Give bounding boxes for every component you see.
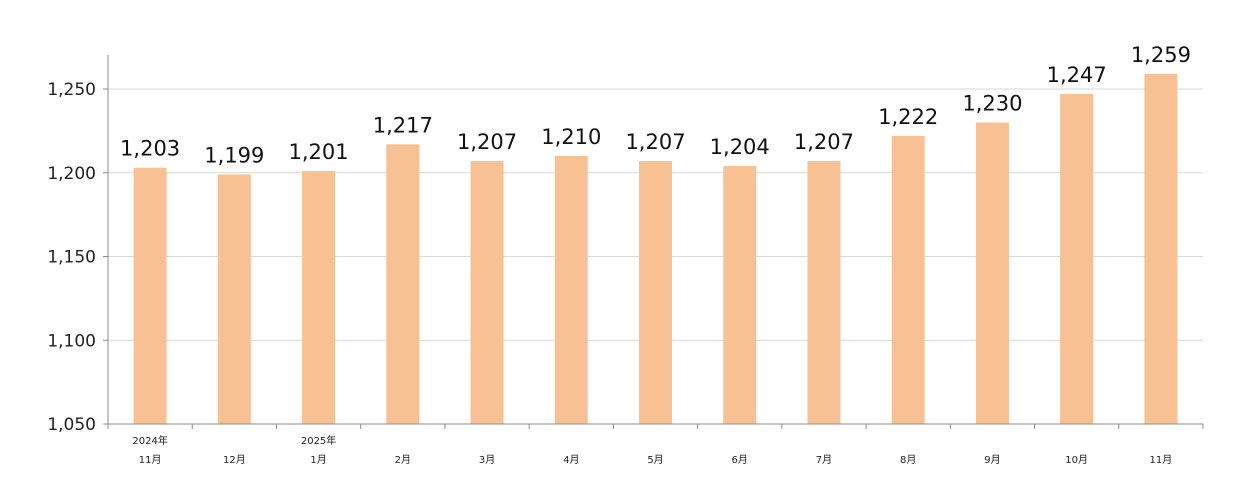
x-tick-label: 2025年: [301, 434, 336, 447]
bar: [891, 135, 925, 424]
y-tick-label: 1,050: [47, 415, 96, 435]
x-tick-label: 7月: [816, 454, 832, 466]
bar: [639, 161, 672, 424]
x-tick-label: 11月: [1150, 454, 1173, 466]
bar: [217, 174, 251, 424]
bar: [975, 122, 1009, 424]
bar: [723, 166, 757, 425]
data-label: 1,207: [794, 130, 854, 154]
x-axis-tick-labels: 2024年 11月 12月 2025年 1月 2月 3月 4月 5月 6月 7月 8月 9月 10月 11月: [132, 434, 1172, 466]
data-label: 1,201: [289, 140, 349, 164]
bar: [133, 167, 167, 424]
bar: [302, 171, 336, 424]
x-tick-label: 2月: [395, 454, 411, 466]
bar: [1144, 73, 1178, 425]
x-tick-label: 1月: [310, 454, 326, 466]
data-label: 1,247: [1047, 63, 1107, 87]
data-label: 1,207: [457, 130, 517, 154]
x-tick-label: 11月: [139, 454, 162, 466]
x-tick-label: 6月: [732, 454, 748, 466]
bar: [386, 144, 420, 424]
x-tick-label: 4月: [563, 454, 579, 466]
x-tick-label: 9月: [984, 454, 1000, 466]
data-label: 1,230: [962, 92, 1022, 116]
bar: [807, 161, 841, 424]
y-tick-label: 1,100: [47, 331, 96, 351]
axes: [103, 55, 1204, 429]
data-label: 1,203: [120, 137, 180, 161]
x-tick-label: 3月: [479, 454, 495, 466]
x-tick-label: 12月: [223, 454, 246, 466]
y-tick-label: 1,200: [47, 164, 96, 184]
data-label: 1,259: [1131, 43, 1191, 67]
y-axis-tick-labels: 1,050 1,100 1,150 1,200 1,250: [47, 80, 96, 435]
data-labels: 1,203 1,199 1,201 1,217 1,207 1,210 1,207 1,204…: [120, 43, 1191, 168]
bar: [1060, 94, 1094, 425]
bar: [554, 156, 588, 424]
x-tick-label: 5月: [647, 454, 663, 466]
data-label: 1,217: [373, 113, 433, 137]
data-label: 1,210: [541, 125, 601, 149]
y-tick-label: 1,250: [47, 80, 96, 100]
bar: [470, 161, 504, 424]
x-tick-label: 2024年: [132, 434, 167, 447]
x-tick-label: 10月: [1065, 454, 1088, 466]
bars: [133, 73, 1178, 425]
data-label: 1,199: [204, 143, 264, 167]
data-label: 1,207: [625, 130, 685, 154]
x-tick-label: 8月: [900, 454, 916, 466]
data-label: 1,204: [710, 135, 770, 159]
data-label: 1,222: [878, 105, 938, 129]
y-tick-label: 1,150: [47, 248, 96, 268]
